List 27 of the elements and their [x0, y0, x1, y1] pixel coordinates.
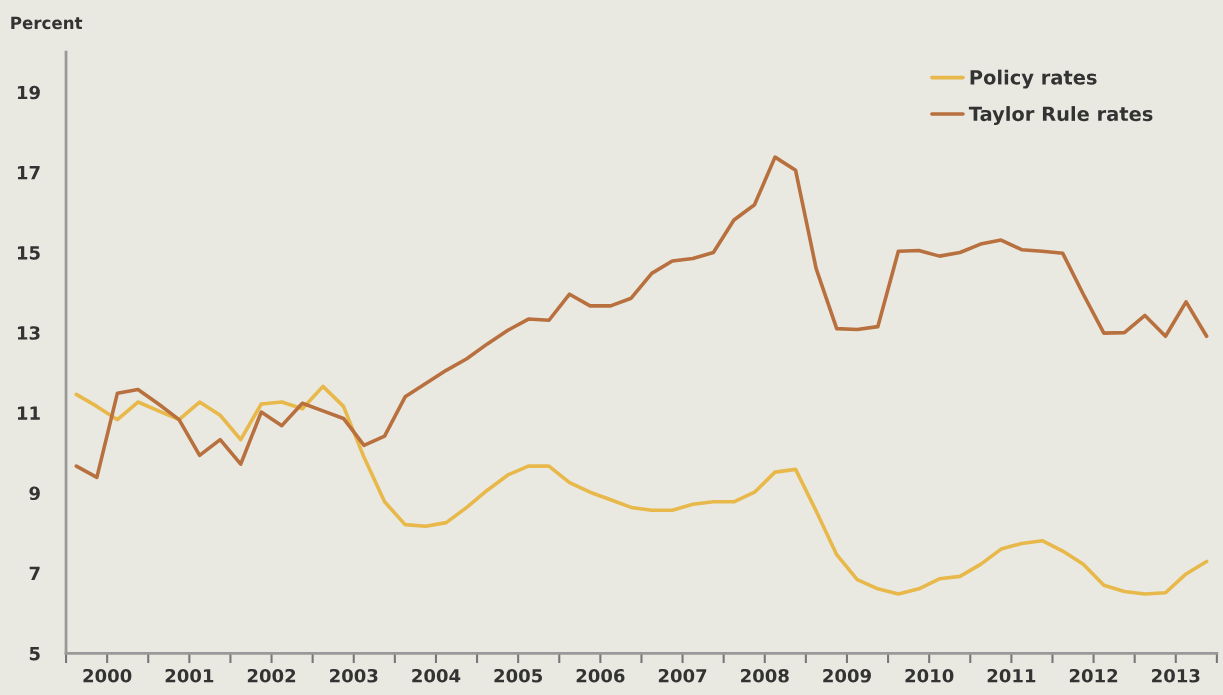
x-tick-label: 2004 [412, 668, 461, 683]
y-axis-title: Percent [11, 16, 83, 30]
x-tick-label: 2002 [247, 668, 296, 683]
x-tick-label: 2006 [576, 668, 625, 683]
x-tick-label: 2008 [741, 668, 789, 683]
x-tick-label: 2007 [658, 668, 707, 683]
x-tick-label: 2013 [1152, 668, 1200, 683]
legend-label: Policy rates [970, 69, 1097, 89]
x-tick-label: 2003 [330, 668, 378, 683]
x-tick-label: 2000 [83, 668, 132, 683]
y-tick-label: 19 [17, 85, 40, 100]
y-tick-label: 17 [17, 166, 40, 180]
y-tick-label: 13 [17, 326, 40, 340]
y-tick-label: 15 [17, 246, 40, 260]
x-tick-label: 2001 [165, 668, 214, 683]
x-tick-label: 2012 [1069, 668, 1118, 683]
line-series [74, 384, 1209, 596]
x-tick-label: 2005 [494, 668, 543, 683]
legend-label: Taylor Rule rates [968, 106, 1153, 126]
y-tick-label: 5 [29, 647, 40, 661]
x-tick-label: 2009 [823, 668, 871, 683]
y-tick-label: 7 [29, 566, 40, 580]
y-tick-label: 11 [17, 406, 40, 420]
x-tick-label: 2011 [987, 668, 1036, 683]
line-series [74, 155, 1209, 480]
y-tick-label: 9 [29, 486, 40, 501]
x-tick-label: 2010 [905, 668, 954, 683]
